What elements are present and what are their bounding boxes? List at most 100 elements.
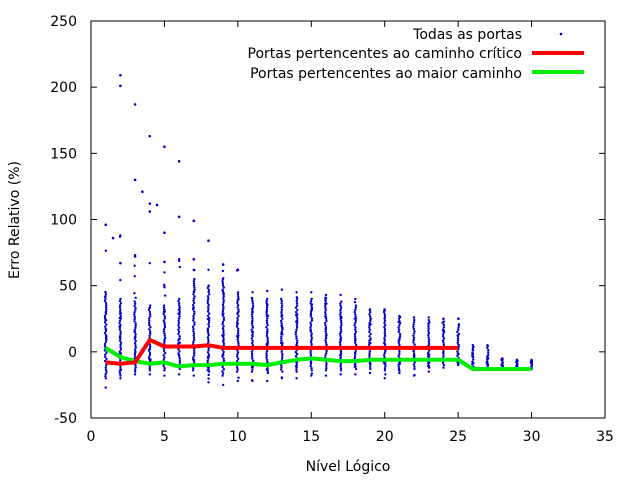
x-tick-label: 20: [376, 429, 394, 445]
scatter-point: [134, 366, 137, 369]
scatter-point: [221, 284, 225, 287]
scatter-point: [162, 358, 166, 361]
scatter-point: [413, 318, 416, 322]
scatter-point: [354, 306, 357, 309]
scatter-point: [442, 337, 446, 340]
scatter-point: [251, 310, 254, 314]
scatter-point: [206, 301, 210, 305]
scatter-point: [384, 323, 387, 327]
scatter-point: [206, 359, 209, 363]
scatter-point: [281, 328, 284, 331]
scatter-point: [456, 317, 460, 320]
scatter-point: [163, 285, 166, 289]
scatter-point: [309, 328, 312, 331]
scatter-point: [383, 351, 386, 355]
scatter-point: [310, 297, 313, 301]
scatter-point: [472, 361, 475, 365]
scatter-point: [222, 368, 226, 371]
scatter-point: [149, 332, 152, 335]
scatter-point: [354, 297, 357, 301]
scatter-point: [412, 316, 416, 319]
scatter-point: [309, 351, 312, 355]
scatter-point: [279, 297, 283, 301]
scatter-point: [266, 336, 269, 340]
scatter-point: [265, 332, 269, 335]
scatter-point: [148, 306, 152, 309]
scatter-point: [368, 308, 372, 311]
scatter-point: [193, 277, 196, 281]
scatter-point: [310, 303, 314, 306]
scatter-point: [295, 291, 298, 294]
scatter-point: [310, 319, 314, 322]
scatter-point: [295, 368, 298, 371]
scatter-point: [339, 304, 342, 308]
scatter-point: [192, 284, 196, 287]
scatter-point: [191, 325, 195, 329]
scatter-point: [207, 381, 210, 384]
scatter-point: [163, 338, 166, 342]
scatter-point: [251, 368, 254, 371]
scatter-point: [265, 310, 268, 313]
scatter-point: [354, 373, 357, 376]
scatter-point: [397, 328, 401, 331]
scatter-point: [250, 307, 254, 311]
scatter-point: [325, 367, 328, 370]
scatter-point: [148, 261, 151, 265]
scatter-point: [310, 366, 313, 370]
scatter-point: [353, 324, 356, 327]
scatter-point: [310, 343, 313, 346]
scatter-outlier-point: [207, 239, 210, 242]
scatter-point: [133, 302, 137, 305]
scatter-point: [162, 328, 166, 331]
scatter-point: [310, 309, 313, 312]
scatter-point: [413, 367, 416, 371]
scatter-point: [265, 350, 269, 353]
scatter-point: [339, 356, 342, 359]
scatter-point: [235, 370, 239, 373]
axis-ticks: 0 5 10 15 20 25 30 35 -50 0 50 100 150 200 250: [50, 14, 614, 445]
scatter-point: [398, 343, 401, 347]
scatter-point: [207, 288, 210, 292]
scatter-point: [192, 336, 196, 339]
scatter-point: [427, 327, 430, 330]
scatter-point: [353, 310, 356, 314]
scatter-point: [398, 369, 401, 372]
scatter-point: [192, 307, 195, 310]
scatter-point: [412, 332, 416, 335]
scatter-point: [251, 317, 254, 320]
scatter-point: [339, 302, 342, 305]
scatter-point: [354, 365, 357, 368]
legend-marker-all-gates: [559, 32, 563, 36]
scatter-point: [383, 315, 387, 318]
scatter-point: [105, 308, 108, 311]
scatter-point: [148, 312, 152, 316]
scatter-point: [339, 367, 343, 370]
scatter-outlier-point: [177, 215, 181, 219]
scatter-point: [530, 362, 534, 365]
scatter-point: [222, 295, 225, 298]
scatter-point: [148, 319, 151, 322]
scatter-point: [134, 344, 137, 347]
scatter-point: [177, 317, 181, 320]
scatter-point: [310, 369, 313, 372]
scatter-point: [148, 369, 152, 372]
scatter-point: [383, 369, 387, 372]
scatter-point: [148, 366, 151, 370]
scatter-point: [281, 370, 284, 373]
scatter-point: [413, 354, 416, 357]
scatter-point: [266, 371, 270, 375]
scatter-point: [279, 368, 283, 371]
scatter-point: [192, 327, 195, 331]
scatter-point: [369, 338, 372, 341]
scatter-point: [324, 341, 328, 344]
scatter-point: [398, 371, 401, 375]
scatter-point: [427, 334, 430, 337]
scatter-point: [105, 323, 108, 326]
scatter-point: [310, 336, 314, 340]
scatter-point: [221, 327, 225, 330]
scatter-point: [149, 325, 152, 329]
scatter-point: [324, 304, 327, 308]
scatter-point: [324, 293, 328, 297]
scatter-point: [310, 374, 313, 377]
scatter-point: [397, 341, 401, 345]
